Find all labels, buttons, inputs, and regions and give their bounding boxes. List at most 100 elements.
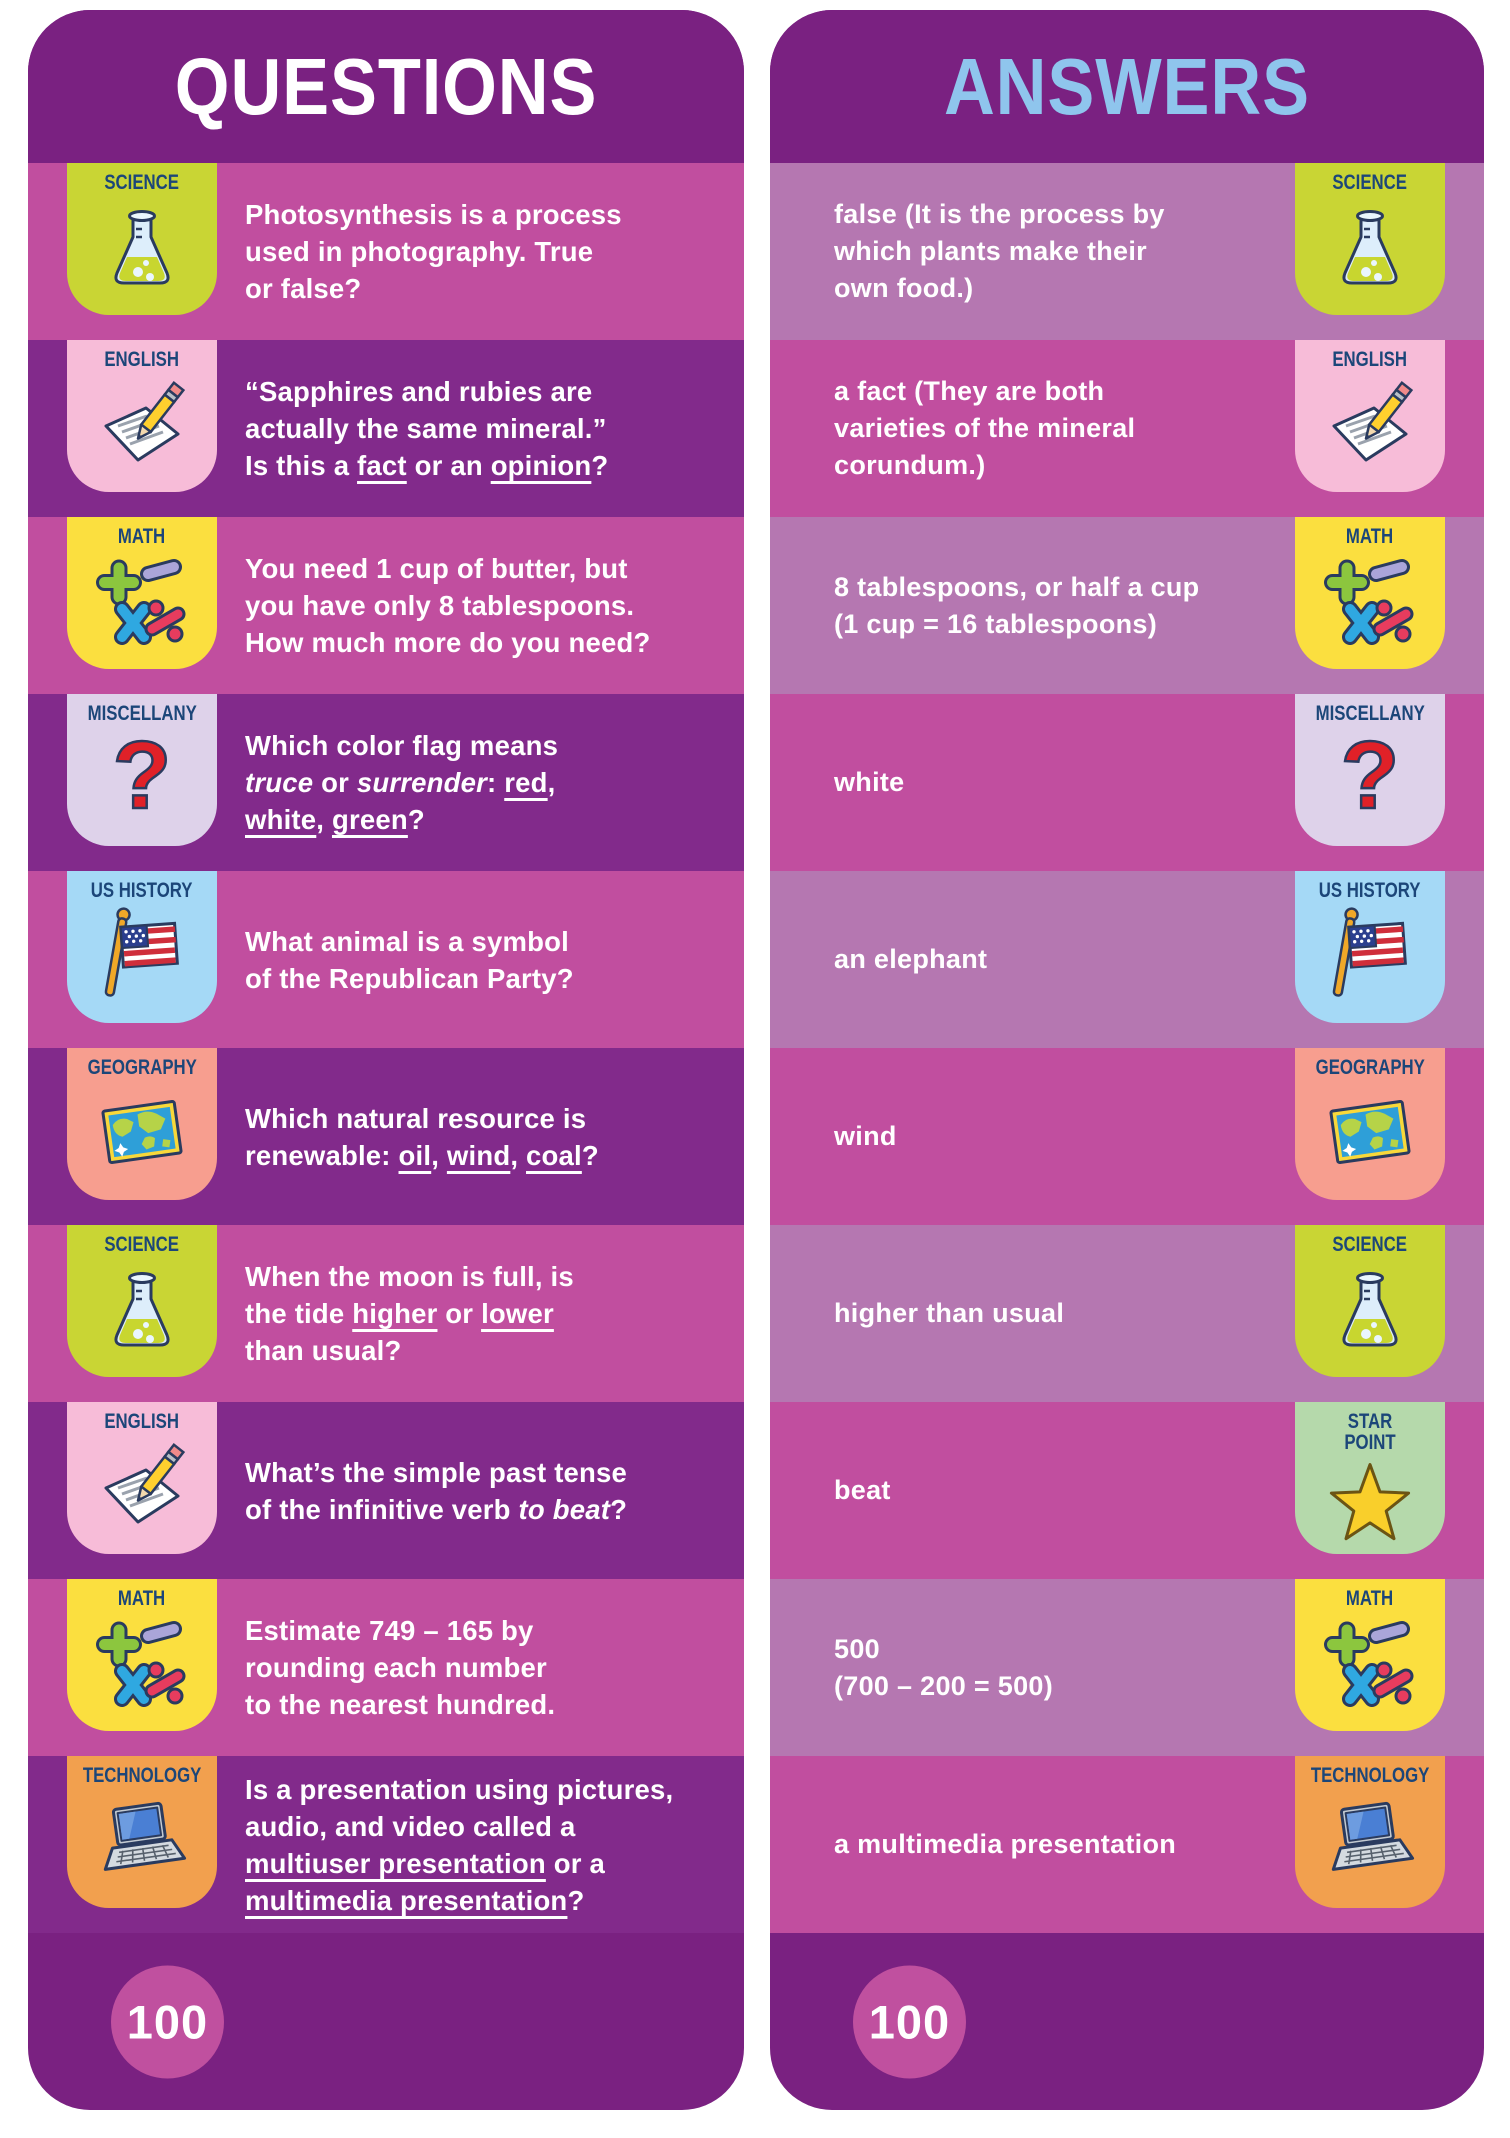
category-label: SCIENCE xyxy=(1332,171,1408,194)
text-line: Is a presentation using pictures, xyxy=(245,1771,673,1808)
text-run: “Sapphires and rubies are xyxy=(245,376,593,407)
question-text: Estimate 749 – 165 by rounding each numbe… xyxy=(245,1612,555,1723)
answer-text: higher than usual xyxy=(834,1295,1064,1332)
text-run: , xyxy=(547,767,556,798)
text-run: or xyxy=(313,767,357,798)
category-badge-english: ENGLISH xyxy=(67,340,217,492)
question-row-6: GEOGRAPHY Which natural resource is renew… xyxy=(28,1048,744,1225)
text-line: renewable: oil, wind, coal? xyxy=(245,1137,599,1174)
text-run: ? xyxy=(567,1884,585,1916)
text-run: a fact (They are both xyxy=(834,376,1105,406)
question-text: What animal is a symbol of the Republican… xyxy=(245,923,574,997)
math-symbols-icon xyxy=(92,1607,192,1715)
answer-text: wind xyxy=(834,1118,897,1155)
text-line: Estimate 749 – 165 by xyxy=(245,1612,555,1649)
emphasized-text: white xyxy=(245,804,317,835)
paper-pencil-icon xyxy=(92,1430,192,1538)
question-row-1: SCIENCE Photosynthesis is a process used … xyxy=(28,163,744,340)
question-mark-icon: ? xyxy=(92,721,192,831)
category-badge-star_point: STAR POINT xyxy=(1295,1402,1445,1554)
text-line: than usual? xyxy=(245,1332,574,1369)
math-symbols-icon xyxy=(1320,545,1420,653)
text-line: you have only 8 tablespoons. xyxy=(245,587,651,624)
text-run: , xyxy=(510,1139,527,1171)
text-run: What animal is a symbol xyxy=(245,925,569,957)
text-run: you have only 8 tablespoons. xyxy=(245,590,635,621)
text-line: What animal is a symbol xyxy=(245,923,574,960)
text-line: wind xyxy=(834,1118,897,1155)
text-line: Which natural resource is xyxy=(245,1100,599,1137)
text-run: What’s the simple past tense xyxy=(245,1456,628,1488)
text-line: higher than usual xyxy=(834,1295,1064,1332)
flask-icon xyxy=(1320,1253,1420,1361)
world-map-icon xyxy=(1320,1076,1420,1184)
category-badge-science: SCIENCE xyxy=(67,163,217,315)
questions-card: QUESTIONS SCIENCE Photosynthesis is a pr… xyxy=(28,10,744,2110)
questions-rows: SCIENCE Photosynthesis is a process used … xyxy=(28,163,744,1933)
text-line: multiuser presentation or a xyxy=(245,1845,673,1882)
text-run: Photosynthesis is a process xyxy=(245,199,622,230)
answer-text: beat xyxy=(834,1472,891,1509)
question-row-3: MATH You need 1 cup of butter, but you ha… xyxy=(28,517,744,694)
text-line: white xyxy=(834,764,905,801)
text-run: renewable: xyxy=(245,1139,399,1171)
text-line: a fact (They are both xyxy=(834,373,1135,410)
text-run: higher than usual xyxy=(834,1298,1065,1328)
category-label: TECHNOLOGY xyxy=(82,1764,202,1787)
category-badge-science: SCIENCE xyxy=(1295,163,1445,315)
math-symbols-icon xyxy=(1320,1607,1420,1715)
answer-row-4: MISCELLANY ? white xyxy=(770,694,1484,871)
category-badge-us_history: US HISTORY xyxy=(67,871,217,1023)
answer-row-7: SCIENCE higher than usual xyxy=(770,1225,1484,1402)
answer-row-3: MATH 8 tablespoons, or half a cup (1 cup … xyxy=(770,517,1484,694)
text-run: (1 cup = 16 tablespoons) xyxy=(834,608,1158,639)
world-map-icon xyxy=(92,1076,192,1184)
category-label: MISCELLANY xyxy=(87,702,197,725)
text-line: varieties of the mineral xyxy=(834,410,1135,447)
text-run: How much more do you need? xyxy=(245,627,651,658)
question-row-5: US HISTORY What animal is a symbol of the… xyxy=(28,871,744,1048)
emphasized-text: lower xyxy=(481,1298,554,1329)
text-run: white xyxy=(834,767,905,797)
text-line: When the moon is full, is xyxy=(245,1258,574,1295)
text-line: the tide higher or lower xyxy=(245,1295,574,1332)
text-line: “Sapphires and rubies are xyxy=(245,373,608,410)
question-text: “Sapphires and rubies are actually the sa… xyxy=(245,373,608,484)
text-line: How much more do you need? xyxy=(245,624,651,661)
text-run: audio, and video called a xyxy=(245,1810,576,1842)
category-label: MATH xyxy=(118,525,166,548)
category-label: ENGLISH xyxy=(104,348,180,371)
text-run: Estimate 749 – 165 by xyxy=(245,1615,534,1646)
answer-text: 8 tablespoons, or half a cup (1 cup = 16 … xyxy=(834,569,1199,643)
text-run: When the moon is full, is xyxy=(245,1261,574,1292)
us-flag-icon xyxy=(92,899,192,1007)
category-badge-english: ENGLISH xyxy=(67,1402,217,1554)
question-text: Which color flag means truce or surrender… xyxy=(245,727,558,838)
text-run: ? xyxy=(407,804,425,835)
text-line: (700 – 200 = 500) xyxy=(834,1668,1053,1705)
text-line: used in photography. True xyxy=(245,233,622,270)
text-run: wind xyxy=(834,1121,897,1151)
category-badge-miscellany: MISCELLANY ? xyxy=(1295,694,1445,846)
question-text: Photosynthesis is a process used in photo… xyxy=(245,196,622,307)
text-run: false (It is the process by xyxy=(834,199,1165,229)
text-line: Is this a fact or an opinion? xyxy=(245,447,608,484)
category-badge-geography: GEOGRAPHY xyxy=(67,1048,217,1200)
answer-row-5: US HISTORY an elephant xyxy=(770,871,1484,1048)
text-line: beat xyxy=(834,1472,891,1509)
emphasized-text: oil xyxy=(398,1139,432,1171)
emphasized-text: fact xyxy=(357,450,407,481)
text-run: corundum.) xyxy=(834,450,986,480)
answers-card-footer: 100 xyxy=(770,1933,1484,2110)
text-run: the tide xyxy=(245,1298,353,1329)
flask-icon xyxy=(92,1253,192,1361)
category-label: MATH xyxy=(1346,1587,1394,1610)
text-run: or xyxy=(437,1298,482,1329)
text-line: audio, and video called a xyxy=(245,1808,673,1845)
category-badge-math: MATH xyxy=(67,517,217,669)
category-label: ENGLISH xyxy=(1332,348,1408,371)
text-line: What’s the simple past tense xyxy=(245,1454,627,1491)
text-run: of the Republican Party? xyxy=(245,962,574,994)
text-run: an elephant xyxy=(834,944,988,974)
category-label: GEOGRAPHY xyxy=(87,1056,197,1079)
